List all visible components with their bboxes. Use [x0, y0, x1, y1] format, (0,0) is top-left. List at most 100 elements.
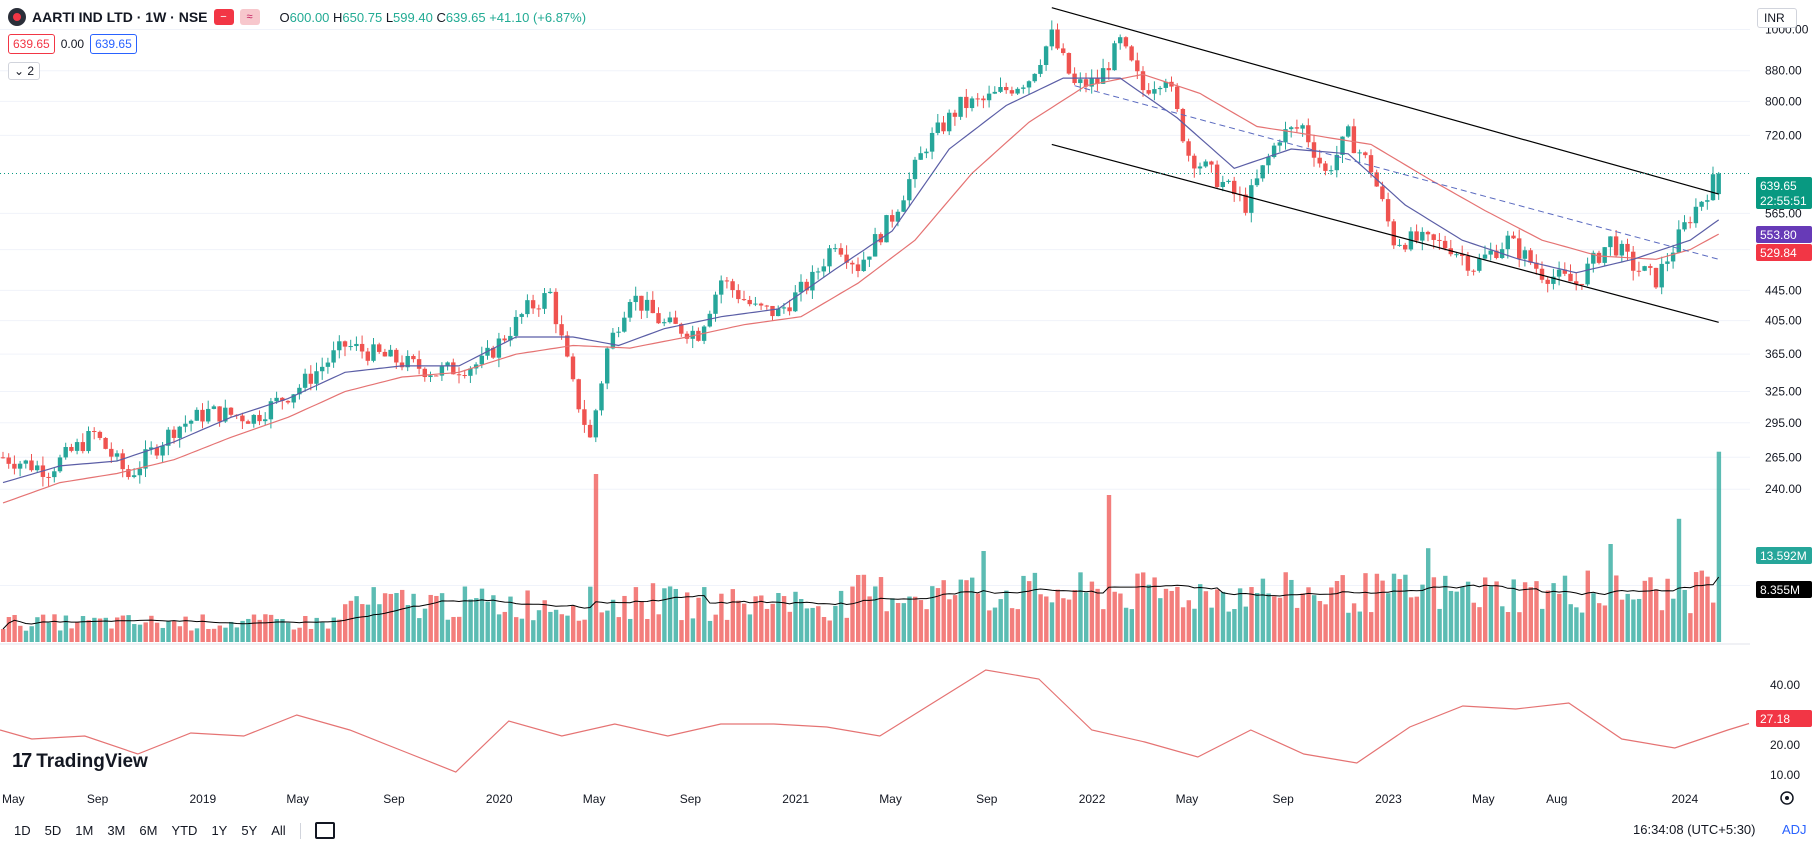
candle [245, 421, 251, 424]
time-tick-label: 2024 [1672, 792, 1699, 806]
volume-bar [496, 614, 502, 642]
volume-bar [251, 614, 257, 642]
volume-tag-label: 13.592M [1760, 549, 1807, 563]
timeframe-6m[interactable]: 6M [139, 823, 158, 838]
timeframe-1d[interactable]: 1D [14, 823, 31, 838]
volume-bar [1027, 581, 1032, 642]
clock[interactable]: 16:34:08 (UTC+5:30) [1633, 822, 1756, 837]
minus-icon[interactable]: − [213, 9, 234, 25]
candle [935, 122, 940, 133]
candle [1710, 174, 1716, 201]
indicators-toggle[interactable]: ⌄ 2 [8, 62, 41, 80]
candle [428, 375, 433, 378]
candle [1454, 254, 1459, 256]
candle [160, 445, 165, 456]
candle [810, 271, 815, 291]
timeframe-all[interactable]: All [271, 823, 286, 838]
volume-bar [553, 609, 559, 642]
timeframe-3m[interactable]: 3M [107, 823, 126, 838]
candle [0, 457, 6, 459]
candle [1049, 29, 1054, 47]
symbol-title[interactable]: AARTI IND LTD · 1W · NSE [32, 9, 208, 25]
candle [804, 281, 809, 291]
volume-bar [1021, 575, 1026, 642]
candle [850, 262, 855, 265]
candle [97, 431, 103, 438]
price-tick-label: 365.00 [1765, 347, 1802, 361]
candle [1528, 250, 1533, 263]
candle [969, 98, 975, 109]
candle [149, 447, 154, 450]
volume-bar [280, 619, 285, 642]
candle [1032, 73, 1037, 82]
volume-bar [63, 615, 69, 642]
candle [1157, 87, 1163, 90]
timeframe-1y[interactable]: 1Y [211, 823, 228, 838]
price-tick-label: 325.00 [1765, 385, 1802, 399]
candle [1642, 266, 1647, 271]
volume-bar [137, 624, 143, 642]
candle [1517, 238, 1522, 259]
volume-bar [1038, 594, 1043, 642]
volume-bar [804, 608, 810, 642]
grid-lines [0, 29, 1750, 586]
volume-bar [975, 593, 981, 642]
volume-bar [838, 590, 844, 642]
approx-icon[interactable]: ≈ [239, 9, 260, 25]
volume-bar [468, 599, 473, 642]
price-axis[interactable]: 178.00240.00265.00295.00325.00365.00405.… [1765, 23, 1809, 593]
candle [753, 303, 758, 305]
candle [1420, 231, 1425, 241]
candle [890, 215, 895, 222]
timeframe-1m[interactable]: 1M [75, 823, 94, 838]
candle [1038, 64, 1043, 74]
buy-button[interactable]: 639.65 [90, 34, 137, 54]
candle [1061, 48, 1066, 54]
candle [1266, 157, 1271, 166]
channel-upper-line[interactable] [1051, 7, 1719, 195]
volume-bar [827, 620, 832, 642]
volume-bar [1340, 575, 1345, 642]
volume-bar [439, 593, 445, 642]
candle [6, 457, 11, 464]
currency-select[interactable]: INR [1757, 8, 1797, 28]
time-axis[interactable]: May Sep 2019 May Sep 2020 May Sep 2021 May Sep 2022… [2, 792, 1699, 806]
volume-bar [742, 603, 747, 642]
settings-gear-icon[interactable] [1780, 791, 1794, 805]
volume-bar [787, 611, 792, 642]
candle [1659, 263, 1664, 288]
volume-bar [679, 620, 684, 642]
candle [1026, 81, 1032, 88]
volume-bar [1511, 579, 1516, 642]
volume-bar [673, 588, 678, 642]
time-tick-label: May [2, 792, 25, 806]
volume-bar [1357, 611, 1362, 642]
channel-lower-line[interactable] [1051, 143, 1719, 323]
volume-bar [719, 593, 724, 642]
volume-bar [400, 589, 405, 642]
adj-toggle[interactable]: ADJ [1782, 822, 1807, 837]
trend-dashed-line[interactable] [1074, 85, 1719, 260]
candle [1015, 88, 1020, 94]
volume-bar [1699, 570, 1704, 642]
volume-bar [474, 598, 479, 642]
volume-bar [257, 619, 262, 642]
volume-bar [1300, 593, 1305, 642]
candle [177, 426, 182, 438]
timeframe-5y[interactable]: 5Y [241, 823, 258, 838]
volume-bar [730, 589, 735, 642]
sell-button[interactable]: 639.65 [8, 34, 55, 54]
timeframe-5d[interactable]: 5D [44, 823, 62, 838]
candle [964, 96, 969, 109]
candle [354, 343, 359, 347]
candle [92, 431, 97, 433]
volume-bar [348, 600, 354, 642]
volume-bar [628, 618, 633, 642]
time-tick-label: Sep [87, 792, 109, 806]
candle [154, 447, 160, 456]
calendar-range-icon[interactable] [314, 822, 335, 839]
timeframe-ytd[interactable]: YTD [171, 823, 198, 838]
volume-bar [850, 586, 855, 642]
